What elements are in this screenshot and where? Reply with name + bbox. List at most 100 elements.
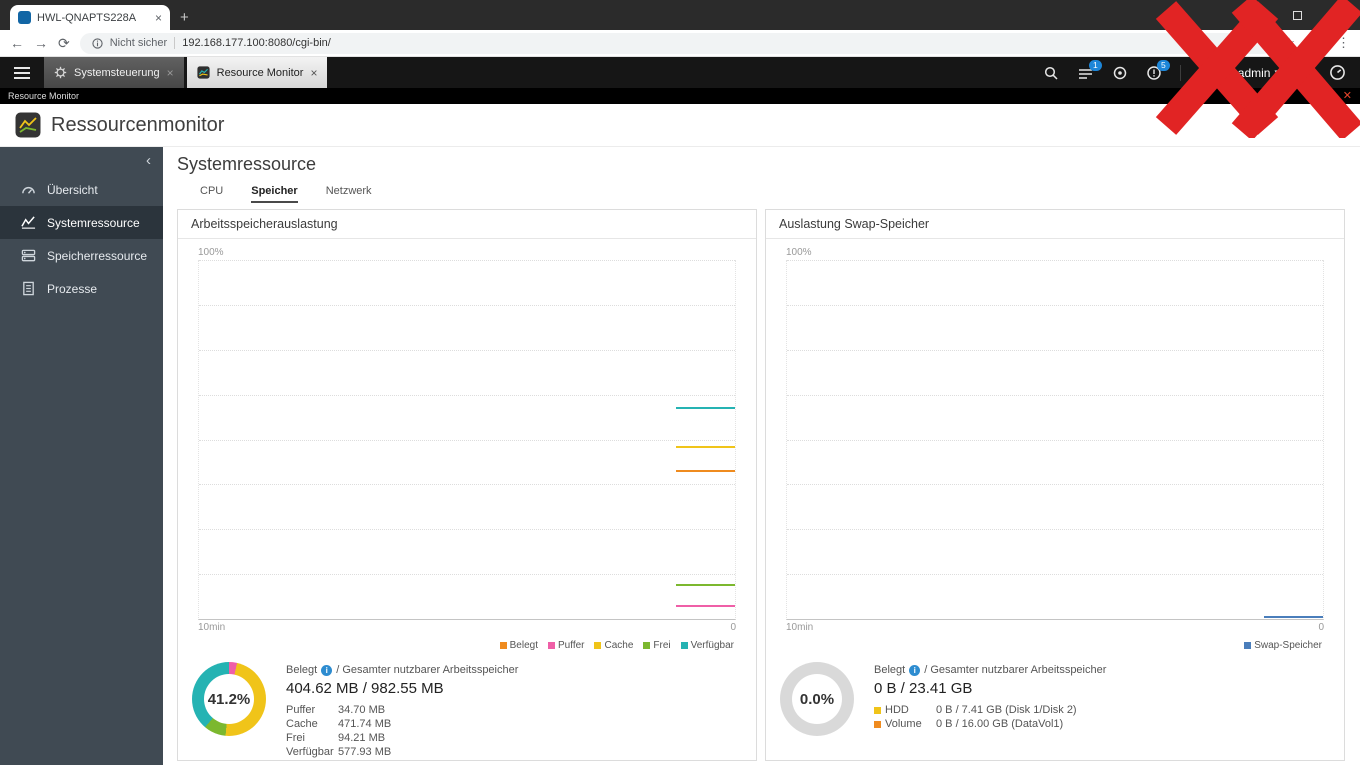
bookmark-star-icon[interactable]: ☆ — [1283, 35, 1295, 50]
memory-summary: 41.2% Belegt i / Gesamter nutzbarer Arbe… — [192, 662, 756, 759]
background-tasks-icon[interactable]: 1 — [1077, 59, 1102, 81]
page-info-icon[interactable] — [92, 37, 103, 49]
heading-label: Belegt — [874, 664, 906, 676]
memory-detail-rows: Puffer 34.70 MB Cache 471.74 MB Frei 94.… — [286, 704, 518, 759]
window-add-icon[interactable]: + — [1323, 89, 1331, 103]
memory-panel: Arbeitsspeicherauslastung 100% 10min 0 B… — [177, 209, 757, 761]
series-line-Belegt — [676, 470, 735, 473]
tab-netzwerk[interactable]: Netzwerk — [325, 185, 372, 197]
toolbar-right: ☆ ⋮ — [1283, 34, 1350, 52]
window-controls: × — [1234, 0, 1360, 30]
y-axis-top-label: 100% — [786, 247, 812, 258]
heading-rest: / Gesamter nutzbarer Arbeitsspeicher — [924, 664, 1107, 676]
qts-tab-close-icon[interactable]: × — [310, 65, 318, 80]
resource-monitor-icon — [197, 66, 210, 79]
process-list-icon — [23, 281, 34, 296]
x-axis-labels: 10min 0 — [198, 622, 736, 636]
close-button[interactable]: × — [1335, 8, 1343, 22]
gridline — [787, 484, 1323, 486]
user-menu[interactable]: admin ▾ — [1238, 66, 1279, 80]
qts-tab-close-icon[interactable]: × — [166, 65, 174, 80]
app-more-icon[interactable]: ⋮ — [1330, 117, 1345, 134]
line-chart-icon — [21, 216, 36, 229]
sidebar-item-speicherressource[interactable]: Speicherressource — [0, 239, 163, 272]
swap-summary: 0.0% Belegt i / Gesamter nutzbarer Arbei… — [780, 662, 1344, 736]
main-content: Systemressource CPU Speicher Netzwerk Ar… — [163, 147, 1360, 765]
x-axis-left-label: 10min — [786, 622, 814, 633]
x-axis-labels: 10min 0 — [786, 622, 1324, 636]
minimize-button[interactable] — [1234, 0, 1276, 30]
search-icon[interactable] — [1043, 65, 1059, 81]
content-tabs: CPU Speicher Netzwerk — [200, 185, 1345, 203]
tab-speicher[interactable]: Speicher — [251, 185, 298, 203]
sidebar-item-prozesse[interactable]: Prozesse — [0, 272, 163, 305]
browser-tab[interactable]: HWL-QNAPTS228A × — [10, 5, 170, 30]
new-tab-button[interactable]: + — [180, 9, 189, 26]
gridline — [199, 529, 735, 531]
reload-icon[interactable]: ⟳ — [58, 35, 70, 51]
legend-swatch — [499, 642, 507, 649]
legend-item: Cache — [594, 640, 633, 651]
memory-percent-label: 41.2% — [207, 690, 251, 708]
row-value: 471.74 MB — [338, 718, 392, 730]
maximize-button[interactable] — [1276, 0, 1318, 30]
window-close-icon[interactable]: ✕ — [1342, 89, 1352, 102]
memory-summary-heading: Belegt i / Gesamter nutzbarer Arbeitsspe… — [286, 664, 518, 676]
url-text: 192.168.177.100:8080/cgi-bin/ — [182, 37, 331, 49]
legend-swatch — [680, 642, 688, 649]
gridline — [199, 484, 735, 486]
back-icon[interactable]: ← — [10, 35, 24, 51]
browser-profile-avatar[interactable] — [1307, 34, 1325, 52]
legend-item: Verfügbar — [680, 640, 734, 651]
forward-icon[interactable]: → — [34, 35, 48, 51]
info-icon[interactable]: i — [909, 664, 921, 676]
window-strip-title: Resource Monitor — [8, 91, 80, 101]
qts-more-icon[interactable]: ⋮ — [1297, 64, 1311, 80]
main-menu-icon[interactable] — [0, 57, 44, 88]
legend-swatch — [547, 642, 555, 649]
chevron-down-icon: ▾ — [1274, 67, 1279, 77]
series-line-Verfügbar — [676, 406, 735, 409]
row-label: Cache — [286, 718, 318, 730]
row-label: Puffer — [286, 704, 316, 716]
gridline — [199, 439, 735, 441]
sidebar-collapse-icon[interactable]: ‹ — [146, 151, 151, 169]
y-axis-top-label: 100% — [198, 247, 224, 258]
browser-menu-icon[interactable]: ⋮ — [1337, 35, 1350, 50]
swap-summary-heading: Belegt i / Gesamter nutzbarer Arbeitsspe… — [874, 664, 1106, 676]
dashboard-icon[interactable] — [1329, 64, 1346, 81]
browser-titlebar: HWL-QNAPTS228A × + × — [0, 0, 1360, 30]
series-line-Frei — [676, 583, 735, 586]
tab-cpu[interactable]: CPU — [200, 185, 224, 197]
gridline — [199, 260, 735, 261]
swap-value: 0 B / 23.41 GB — [874, 680, 973, 697]
x-axis-left-label: 10min — [198, 622, 226, 633]
external-device-icon[interactable] — [1112, 65, 1128, 81]
tab-close-icon[interactable]: × — [154, 10, 162, 25]
user-avatar[interactable] — [1198, 62, 1220, 83]
sidebar-item-label: Systemressource — [47, 215, 140, 230]
app-header: Ressourcenmonitor ⋮ — [0, 104, 1360, 147]
memory-usage-chart — [198, 260, 736, 620]
qts-tab-systemsteuerung[interactable]: Systemsteuerung × — [44, 57, 184, 88]
legend-item: Frei — [643, 640, 671, 651]
address-bar[interactable]: Nicht sicher 192.168.177.100:8080/cgi-bi… — [79, 32, 1274, 54]
gear-icon — [54, 66, 67, 79]
swap-percent-label: 0.0% — [799, 690, 835, 708]
row-value: 0 B / 16.00 GB (DataVol1) — [936, 718, 1064, 730]
storage-icon — [21, 249, 36, 262]
series-line-Swap-Speicher — [1264, 616, 1323, 619]
security-label: Nicht sicher — [109, 37, 168, 49]
series-line-Puffer — [676, 605, 735, 608]
notification-badge: 5 — [1157, 59, 1170, 71]
sidebar-item-label: Übersicht — [47, 182, 98, 197]
app-title: Ressourcenmonitor — [51, 113, 225, 136]
page-title: Systemressource — [177, 154, 317, 174]
sidebar-item-uebersicht[interactable]: Übersicht — [0, 173, 163, 206]
qts-tab-resource-monitor[interactable]: Resource Monitor × — [186, 57, 328, 88]
row-label: Frei — [286, 732, 305, 744]
notifications-icon[interactable]: 5 — [1146, 59, 1170, 81]
info-icon[interactable]: i — [321, 664, 333, 676]
gauge-icon — [22, 187, 35, 194]
sidebar-item-systemressource[interactable]: Systemressource — [0, 206, 163, 239]
